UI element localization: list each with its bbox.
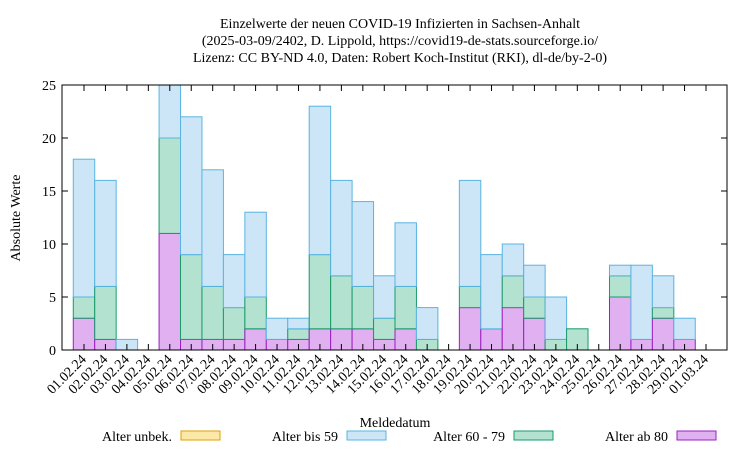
bar-segment [501, 275, 525, 309]
bar-segment [72, 158, 96, 298]
bar-segment [180, 116, 203, 256]
bar-segment [287, 328, 310, 340]
bar-segment [94, 179, 117, 287]
bar-segment [630, 264, 653, 340]
y-axis-label: Absolute Werte [9, 175, 24, 262]
bar-segment [158, 137, 182, 234]
bar-segment [222, 254, 246, 309]
bar-segment [523, 264, 546, 298]
y-tick-label: 20 [42, 132, 56, 147]
bar-segment [244, 296, 267, 330]
bar-segment [72, 296, 96, 319]
bar-segment [308, 105, 332, 256]
bar-segment [501, 307, 525, 351]
legend-swatch [513, 430, 554, 441]
bar-segment [458, 179, 482, 287]
bar-segment [480, 254, 503, 330]
bar-segment [330, 179, 353, 277]
legend-swatch [676, 430, 717, 441]
bar-segment [351, 285, 375, 330]
bar-segment [394, 285, 417, 330]
bar-segment [673, 317, 696, 340]
bar-segment [458, 285, 482, 309]
bar-segment [94, 285, 117, 340]
legend-swatch [180, 430, 221, 441]
bar-segment [458, 307, 482, 351]
bar-segment [244, 211, 267, 298]
bar-segment [351, 201, 375, 287]
x-axis-label: Meldedatum [360, 416, 431, 431]
bar-segment [287, 317, 310, 330]
legend-label: Alter ab 80 [605, 430, 668, 445]
y-tick-label: 25 [42, 79, 56, 94]
bar-segment [651, 307, 675, 319]
plot-frame [61, 84, 728, 351]
bar-segment [308, 254, 332, 330]
y-tick-label: 15 [42, 185, 56, 200]
legend-label: Alter unbek. [102, 430, 172, 445]
legend-label: Alter bis 59 [272, 430, 338, 445]
bar-segment [158, 84, 182, 139]
bar-segment [180, 254, 203, 340]
bar-segment [651, 275, 675, 309]
bar-segment [201, 169, 224, 287]
bar-segment [330, 275, 353, 330]
bar-segment [201, 285, 224, 340]
chart-title: Einzelwerte der neuen COVID-19 Infiziert… [220, 17, 580, 32]
bar-segment [523, 296, 546, 319]
chart-title: Lizenz: CC BY-ND 4.0, Daten: Robert Koch… [193, 51, 607, 66]
y-tick-label: 5 [49, 291, 56, 306]
bar-segment [608, 264, 632, 277]
y-tick-label: 0 [49, 344, 56, 359]
bar-segment [608, 296, 632, 351]
bar-segment [415, 307, 439, 340]
bar-segment [544, 296, 568, 340]
bar-segment [608, 275, 632, 298]
bar-segment [222, 307, 246, 340]
bar-segment [373, 317, 396, 340]
legend-swatch [346, 430, 387, 441]
legend-label: Alter 60 - 79 [433, 430, 505, 445]
bar-segment [501, 243, 525, 277]
chart-title: (2025-03-09/2402, D. Lippold, https://co… [202, 34, 598, 49]
bar-segment [373, 275, 396, 319]
bar-segment [158, 232, 182, 351]
y-tick-label: 10 [42, 238, 56, 253]
bar-segment [394, 222, 417, 287]
bar-segment [265, 317, 289, 340]
